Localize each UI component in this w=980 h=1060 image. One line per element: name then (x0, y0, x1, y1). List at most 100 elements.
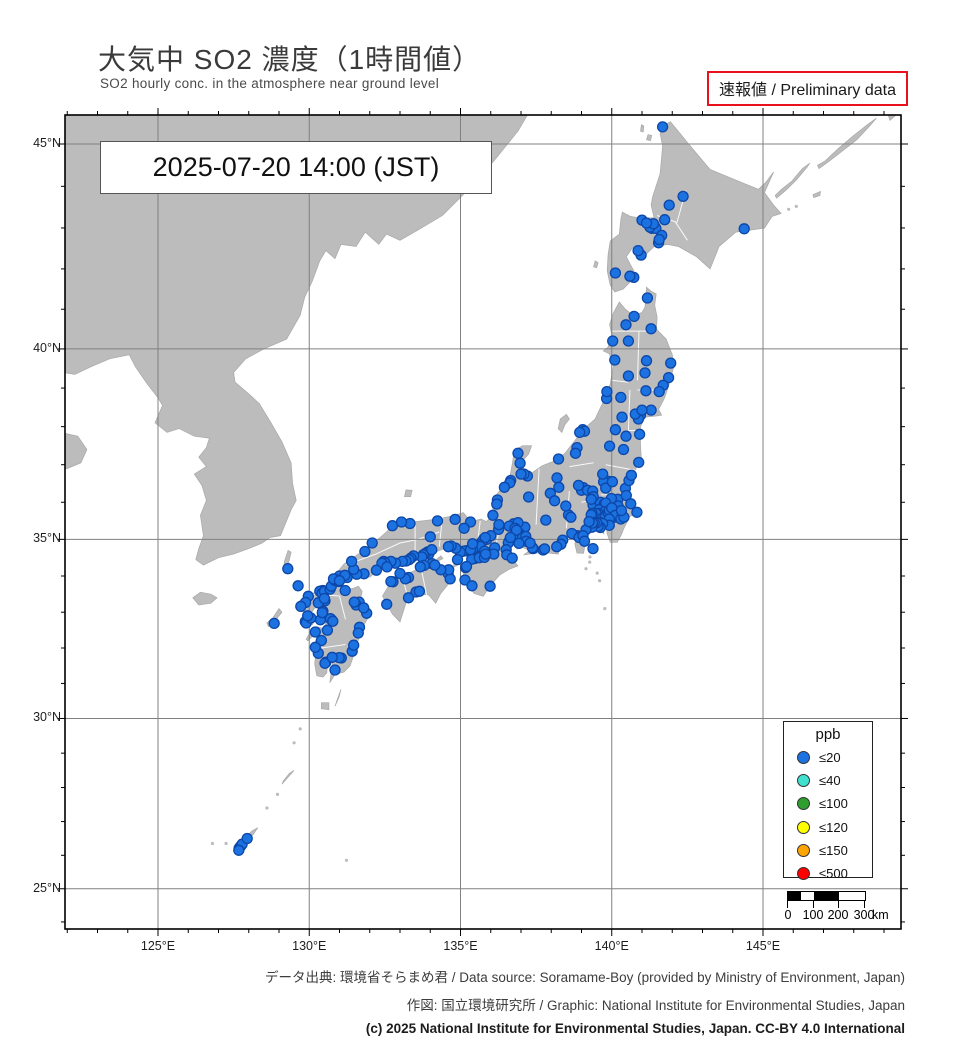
prefecture-border-line (420, 568, 428, 598)
prefecture-border-line (569, 462, 594, 468)
small-island (210, 841, 214, 846)
station-dot (632, 244, 644, 257)
station-dot (458, 522, 470, 534)
lat-axis-label: 30°N (33, 710, 61, 725)
land-rebun (640, 124, 645, 133)
station-dot (607, 335, 619, 347)
small-island (595, 571, 599, 575)
legend-row: ≤40 (784, 769, 872, 792)
land-jeju (192, 591, 218, 606)
station-dot (656, 121, 669, 133)
station-dot (506, 552, 518, 564)
station-dot (333, 575, 346, 587)
land-amami (281, 770, 295, 785)
page-subtitle: SO2 hourly conc. in the atmosphere near … (100, 76, 440, 91)
station-dot (677, 190, 689, 203)
scale-label-300: 300 (853, 908, 875, 922)
station-dot (617, 443, 630, 456)
scale-bar: 0 100 200 300 km (784, 891, 889, 922)
station-dot (498, 481, 511, 493)
station-dot (600, 482, 612, 494)
station-dot (370, 564, 383, 576)
legend-label: ≤150 (819, 842, 848, 858)
station-dot (466, 580, 478, 592)
station-dot (366, 537, 378, 549)
station-dot (624, 270, 636, 282)
legend-row: ≤150 (784, 839, 872, 862)
station-dot (639, 367, 651, 379)
station-dot (460, 560, 473, 573)
station-dot (316, 606, 328, 619)
station-dot (553, 481, 565, 493)
prefecture-border-line (339, 595, 346, 620)
prefecture-border-line (605, 464, 637, 471)
land-tanegashima (334, 689, 342, 707)
lat-axis-label: 40°N (33, 340, 61, 355)
legend-row: ≤20 (784, 746, 872, 769)
station-dot (510, 524, 523, 536)
legend-dot-red (797, 867, 810, 881)
station-dot (633, 428, 646, 440)
station-dot (402, 592, 415, 604)
footer-graphic-credit: 作図: 国立環境研究所 / Graphic: National Institut… (406, 998, 905, 1013)
prefecture-border-line (637, 331, 640, 381)
station-dot (603, 440, 616, 452)
station-dot (665, 357, 677, 369)
station-dot (292, 580, 304, 592)
land-urup (888, 115, 897, 122)
prefecture-border-line (535, 468, 540, 525)
station-dot (625, 469, 638, 481)
station-dot (572, 479, 585, 492)
station-dot (352, 627, 364, 639)
land-kunashir (774, 162, 811, 199)
small-island (588, 560, 592, 564)
prefecture-border-line (321, 644, 346, 649)
land-shodoshima (435, 555, 444, 562)
lon-axis-label: 125°E (140, 939, 176, 953)
station-dot (241, 832, 253, 845)
station-dot (583, 515, 595, 528)
station-dot (348, 596, 360, 608)
station-dot (524, 537, 536, 549)
station-dot (413, 585, 426, 597)
station-dot (548, 495, 561, 507)
legend-dot-yellow (797, 820, 810, 834)
legend-box: ppb ≤20 ≤40 ≤100 ≤120 ≤150 ≤500 (783, 721, 873, 882)
station-dot (394, 567, 406, 580)
lat-axis-label: 25°N (33, 880, 61, 895)
page-title: 大気中 SO2 濃度（1時間値） (98, 44, 482, 75)
station-dot (620, 319, 632, 331)
station-dot (560, 500, 572, 512)
legend-row: ≤120 (784, 816, 872, 839)
station-dot (659, 214, 671, 226)
land-shikotan (812, 190, 821, 199)
station-dot (640, 355, 653, 367)
station-dot (444, 573, 456, 585)
legend-label: ≤500 (819, 866, 848, 882)
station-dot (319, 657, 331, 669)
land-iturup (817, 117, 877, 170)
station-dot (329, 664, 341, 676)
station-dot (359, 545, 371, 558)
station-dot (442, 541, 455, 553)
small-island (224, 841, 228, 846)
station-dot (522, 491, 535, 503)
station-dot (631, 506, 643, 518)
map-canvas (58, 108, 908, 936)
station-dot (348, 639, 360, 651)
station-dot (597, 468, 609, 480)
scale-label-0: 0 (784, 908, 792, 922)
station-dot (493, 518, 505, 531)
land-yakushima (321, 702, 330, 711)
station-dot (609, 354, 621, 366)
footer-data-source: データ出典: 環境省そらまめ君 / Data source: Soramame-… (265, 970, 905, 985)
land-shandong (65, 433, 88, 470)
small-island (298, 727, 302, 731)
station-dot (484, 580, 496, 592)
legend-label: ≤100 (819, 796, 848, 812)
timestamp-box: 2025-07-20 14:00 (JST) (100, 141, 492, 194)
legend-label: ≤120 (819, 819, 848, 835)
station-dot (233, 844, 245, 856)
legend-dot-turquoise (797, 774, 810, 788)
station-dot (295, 600, 307, 613)
